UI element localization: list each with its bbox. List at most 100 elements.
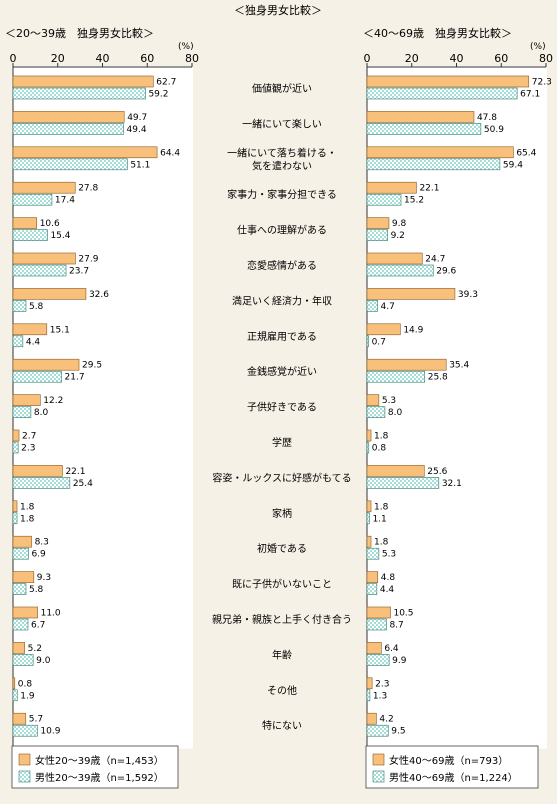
male-bar <box>12 689 18 702</box>
male-legend-label: 男性20～39歳（n=1,592） <box>35 771 164 784</box>
male-bar <box>366 193 402 206</box>
male-value-label: 8.0 <box>388 408 403 418</box>
female-value-label: 65.4 <box>516 148 536 158</box>
male-value-label: 5.8 <box>29 585 44 595</box>
male-bar <box>12 158 128 171</box>
male-value-label: 21.7 <box>65 373 85 383</box>
female-value-label: 25.6 <box>427 467 447 477</box>
category-label: 子供好きである <box>247 401 317 414</box>
left-plot-area <box>13 66 193 749</box>
category-label: 特にない <box>262 720 302 732</box>
male-value-label: 8.0 <box>34 408 49 418</box>
male-value-label: 10.9 <box>40 727 60 737</box>
male-value-label: 67.1 <box>520 90 540 100</box>
female-value-label: 72.3 <box>532 78 552 88</box>
male-bar <box>12 264 67 277</box>
female-value-label: 29.5 <box>82 361 102 371</box>
category-label: 価値観が近い <box>252 82 312 95</box>
right-tick-label: 60 <box>494 52 508 65</box>
female-bar <box>12 181 76 194</box>
female-value-label: 47.8 <box>477 113 497 123</box>
female-bar <box>12 571 35 583</box>
male-value-label: 0.8 <box>372 444 387 454</box>
female-value-label: 5.2 <box>28 644 42 654</box>
category-label: 家事力・家事分担できる <box>227 188 337 201</box>
female-value-label: 22.1 <box>419 184 439 194</box>
female-bar <box>12 677 16 690</box>
female-bar <box>12 642 25 654</box>
male-bar <box>12 123 124 135</box>
female-bar <box>12 535 32 548</box>
female-value-label: 10.5 <box>393 609 413 619</box>
female-bar <box>12 394 41 406</box>
female-bar <box>12 500 18 513</box>
right-tick-label: 0 <box>364 52 371 65</box>
male-value-label: 6.7 <box>31 621 45 631</box>
female-bar <box>366 75 530 88</box>
female-value-label: 1.8 <box>374 502 389 512</box>
male-value-label: 23.7 <box>69 267 89 277</box>
category-label: 年齢 <box>272 648 292 661</box>
female-value-label: 9.8 <box>392 219 407 229</box>
female-value-label: 64.4 <box>160 148 180 158</box>
female-bar <box>366 146 514 159</box>
category-label: 満足いく経済力・年収 <box>232 294 332 307</box>
female-bar <box>12 323 48 336</box>
male-value-label: 49.4 <box>127 125 147 135</box>
male-value-label: 8.7 <box>389 621 403 631</box>
male-bar <box>366 123 482 135</box>
female-value-label: 27.9 <box>78 255 98 265</box>
male-bar <box>366 370 426 383</box>
female-bar <box>366 288 456 300</box>
female-value-label: 12.2 <box>43 396 63 406</box>
male-bar <box>366 441 370 454</box>
female-bar <box>366 535 372 548</box>
male-value-label: 51.1 <box>130 160 150 170</box>
male-value-label: 1.3 <box>373 691 387 701</box>
right-tick-label: 80 <box>539 52 553 65</box>
main-title: ＜独身男女比較＞ <box>234 3 322 17</box>
left-tick-label: 60 <box>140 52 154 65</box>
female-bar <box>366 394 380 406</box>
male-value-label: 5.3 <box>382 550 396 560</box>
male-value-label: 32.1 <box>442 479 462 489</box>
male-value-label: 29.6 <box>436 267 456 277</box>
male-bar <box>366 158 501 171</box>
female-bar <box>366 358 447 371</box>
male-legend-swatch <box>18 770 31 783</box>
female-value-label: 2.7 <box>22 432 36 442</box>
female-bar <box>366 111 475 123</box>
male-value-label: 59.4 <box>503 160 523 170</box>
male-bar <box>12 406 32 418</box>
male-bar <box>12 618 29 631</box>
male-bar <box>366 406 386 418</box>
left-tick-label: 80 <box>185 52 199 65</box>
left-tick-label: 20 <box>51 52 65 65</box>
female-bar <box>366 429 372 442</box>
right-legend: 女性40～69歳（n=793） 男性40～69歳（n=1,224） <box>365 745 539 789</box>
male-bar <box>366 300 378 312</box>
male-value-label: 1.9 <box>20 691 35 701</box>
male-bar <box>366 724 389 737</box>
male-value-label: 4.7 <box>381 302 395 312</box>
male-bar <box>12 300 27 312</box>
female-bar <box>366 252 423 265</box>
right-chart-title: ＜40～69歳 独身男女比較＞ <box>363 26 512 40</box>
female-bar <box>12 217 38 229</box>
female-value-label: 15.1 <box>50 325 70 335</box>
category-label: 正規雇用である <box>247 330 317 343</box>
male-value-label: 6.9 <box>31 550 46 560</box>
male-bar <box>366 477 440 489</box>
category-label: 容姿・ルックスに好感がもてる <box>212 471 351 484</box>
male-bar <box>12 193 53 206</box>
right-tick-label: 20 <box>405 52 419 65</box>
male-value-label: 4.4 <box>26 337 41 347</box>
category-label: 家柄 <box>272 507 292 520</box>
male-bar <box>12 441 19 454</box>
male-bar <box>366 689 371 702</box>
female-value-label: 24.7 <box>425 255 445 265</box>
female-bar <box>366 712 377 725</box>
male-bar <box>366 618 387 631</box>
female-bar <box>12 146 158 159</box>
